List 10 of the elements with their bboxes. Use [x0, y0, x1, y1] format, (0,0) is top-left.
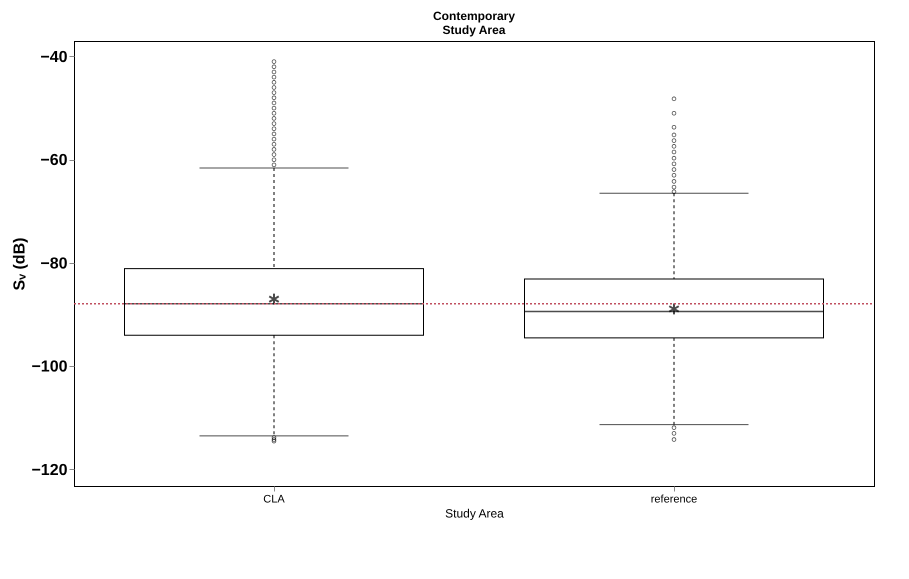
- y-tick-label: −60: [40, 152, 68, 170]
- y-tick-label: −80: [40, 255, 68, 272]
- x-tick-label: CLA: [263, 494, 286, 506]
- x-axis-title: Study Area: [445, 506, 504, 520]
- x-tick-label: reference: [650, 494, 698, 506]
- chart-title: Contemporary Study Area: [432, 9, 516, 37]
- y-tick-label: −100: [31, 358, 68, 376]
- y-tick-label: −40: [40, 48, 68, 66]
- y-tick-label: −120: [31, 462, 68, 479]
- y-axis-title: Sᵥ (dB): [11, 238, 28, 290]
